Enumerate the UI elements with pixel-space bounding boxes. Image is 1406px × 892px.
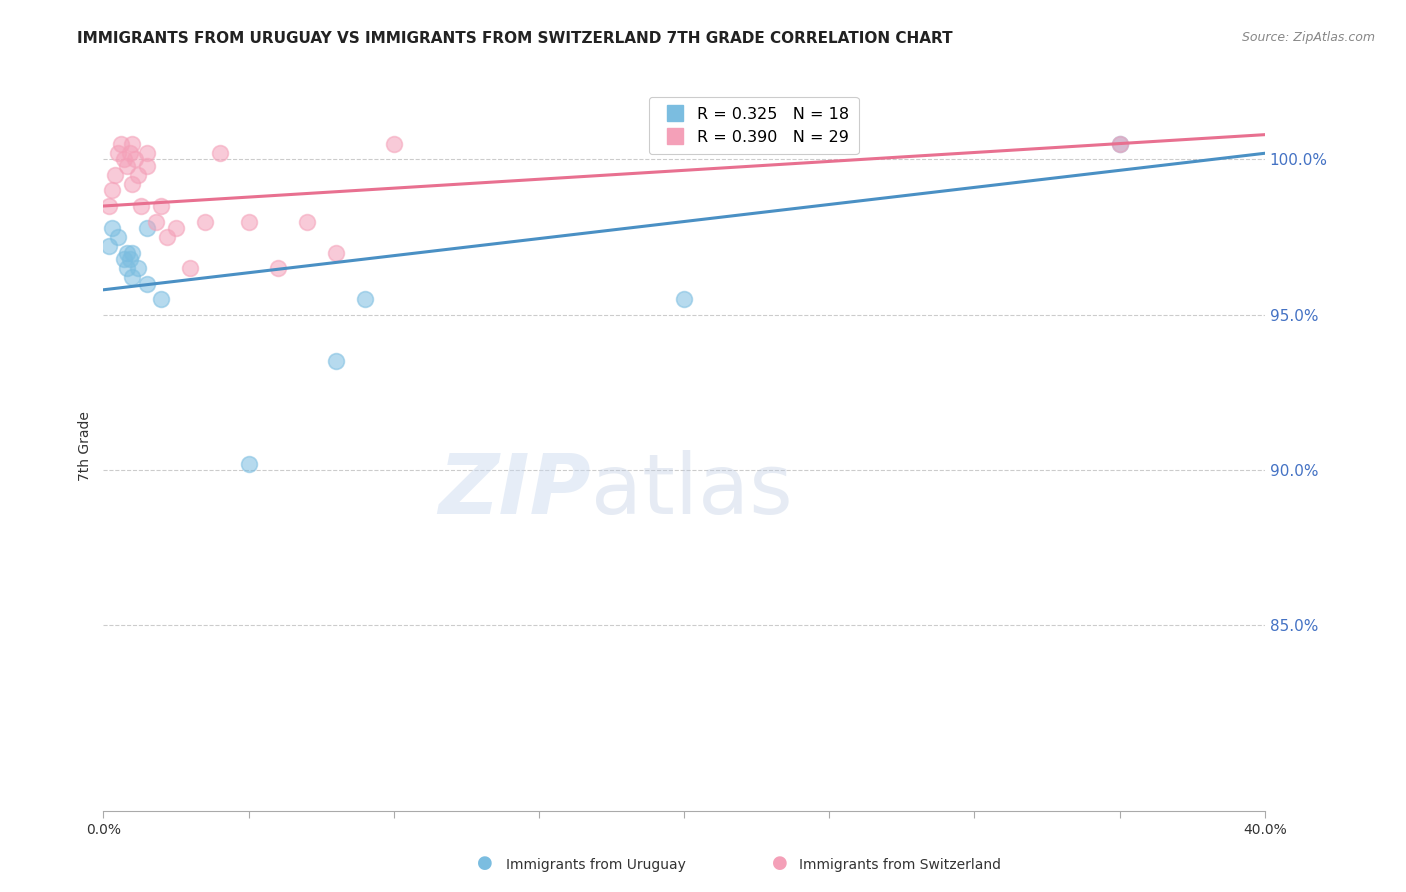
Text: ZIP: ZIP xyxy=(439,450,591,531)
Point xyxy=(136,277,159,291)
Point xyxy=(101,184,124,198)
Point xyxy=(194,214,217,228)
Point xyxy=(238,457,260,471)
Point xyxy=(115,159,138,173)
Point xyxy=(731,128,754,142)
Point xyxy=(98,199,121,213)
Point xyxy=(150,292,173,306)
Text: IMMIGRANTS FROM URUGUAY VS IMMIGRANTS FROM SWITZERLAND 7TH GRADE CORRELATION CHA: IMMIGRANTS FROM URUGUAY VS IMMIGRANTS FR… xyxy=(77,31,953,46)
Text: Source: ZipAtlas.com: Source: ZipAtlas.com xyxy=(1241,31,1375,45)
Point xyxy=(107,146,129,161)
Point xyxy=(353,292,375,306)
Text: Immigrants from Switzerland: Immigrants from Switzerland xyxy=(799,858,1001,872)
Point xyxy=(382,136,405,151)
Point xyxy=(145,214,167,228)
Point xyxy=(118,252,141,266)
Point xyxy=(115,245,138,260)
Point xyxy=(238,214,260,228)
Text: ●: ● xyxy=(772,855,789,872)
Text: ●: ● xyxy=(477,855,494,872)
Point xyxy=(118,146,141,161)
Point xyxy=(325,245,347,260)
Point xyxy=(325,354,347,368)
Point xyxy=(98,239,121,253)
Point xyxy=(208,146,231,161)
Point xyxy=(136,159,159,173)
Point xyxy=(121,136,143,151)
Point xyxy=(107,230,129,244)
Point xyxy=(136,146,159,161)
Point xyxy=(127,261,149,276)
Point xyxy=(136,220,159,235)
Point xyxy=(1108,136,1130,151)
Point xyxy=(295,214,318,228)
Point xyxy=(1108,136,1130,151)
Point xyxy=(127,168,149,182)
Point xyxy=(165,220,187,235)
Legend: R = 0.325   N = 18, R = 0.390   N = 29: R = 0.325 N = 18, R = 0.390 N = 29 xyxy=(650,97,859,154)
Y-axis label: 7th Grade: 7th Grade xyxy=(79,411,93,482)
Point xyxy=(121,270,143,285)
Point xyxy=(150,199,173,213)
Point xyxy=(115,261,138,276)
Text: Immigrants from Uruguay: Immigrants from Uruguay xyxy=(506,858,686,872)
Point xyxy=(121,245,143,260)
Point xyxy=(112,252,135,266)
Point xyxy=(129,199,152,213)
Point xyxy=(110,136,132,151)
Point xyxy=(266,261,288,276)
Text: atlas: atlas xyxy=(591,450,793,531)
Point xyxy=(121,178,143,192)
Point xyxy=(179,261,201,276)
Point xyxy=(112,153,135,167)
Point xyxy=(124,153,146,167)
Point xyxy=(101,220,124,235)
Point xyxy=(104,168,127,182)
Point xyxy=(156,230,179,244)
Point xyxy=(673,292,696,306)
